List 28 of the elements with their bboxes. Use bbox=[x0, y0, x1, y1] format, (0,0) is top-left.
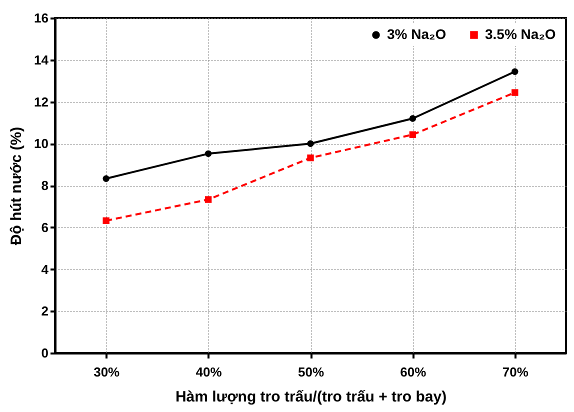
point bbox=[512, 89, 518, 96]
y-tick-label: 10 bbox=[34, 136, 48, 152]
point bbox=[409, 131, 416, 138]
y-tick-label: 14 bbox=[34, 52, 50, 68]
y-axis-title: Độ hút nước (%) bbox=[8, 126, 26, 246]
y-tick-label: 2 bbox=[41, 304, 48, 319]
x-tick-label: 50% bbox=[298, 364, 324, 380]
y-tick-label: 4 bbox=[41, 262, 50, 277]
legend-label: 3.5% Na₂O bbox=[485, 26, 556, 42]
point bbox=[307, 154, 314, 162]
y-tick-label: 12 bbox=[34, 94, 48, 110]
y-tick-label: 6 bbox=[41, 220, 48, 235]
point bbox=[102, 175, 110, 182]
y-tick-label: 0 bbox=[41, 346, 48, 360]
x-tick-label: 30% bbox=[94, 364, 120, 380]
point bbox=[409, 115, 416, 122]
point bbox=[512, 68, 518, 75]
y-tick-label: 8 bbox=[41, 178, 48, 193]
x-axis-title: Hàm lượng tro trấu/(tro trấu + tro bay) bbox=[175, 388, 447, 406]
x-tick-label: 40% bbox=[196, 364, 222, 380]
x-tick-label: 60% bbox=[400, 364, 427, 380]
x-tick-label: 70% bbox=[502, 364, 529, 380]
legend-label: 3% Na₂O bbox=[387, 26, 446, 42]
point bbox=[307, 140, 314, 147]
point bbox=[204, 150, 212, 158]
y-tick-label: 16 bbox=[34, 10, 48, 26]
point bbox=[102, 217, 110, 224]
point bbox=[204, 196, 212, 203]
